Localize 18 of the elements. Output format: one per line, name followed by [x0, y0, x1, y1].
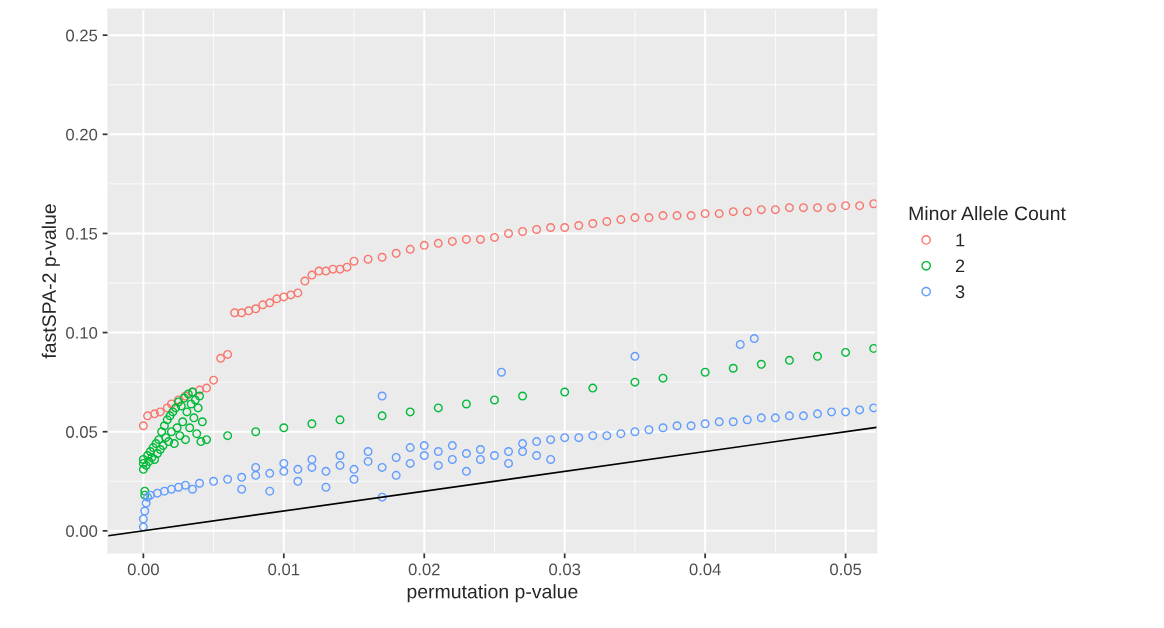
x-tick-label: 0.05: [830, 563, 862, 576]
x-tick-label: 0.01: [268, 563, 300, 576]
legend-label: 3: [955, 285, 965, 299]
x-tick-label: 0.04: [689, 563, 721, 576]
legend-label: 1: [956, 233, 965, 247]
y-tick-label: 0.10: [66, 326, 98, 339]
x-tick-label: 0.00: [127, 563, 159, 576]
y-tick-label: 0.05: [66, 426, 98, 438]
y-axis-title: fastSPA-2 p-value: [41, 204, 60, 359]
legend-title: Minor Allele Count: [909, 206, 1066, 221]
x-tick-label: 0.02: [408, 563, 440, 576]
y-tick-label: 0.25: [66, 29, 98, 42]
legend-label: 2: [955, 259, 965, 273]
x-tick-label: 0.03: [549, 563, 581, 576]
y-tick-label: 0.00: [66, 525, 98, 538]
x-axis-title: permutation p-value: [407, 584, 578, 603]
y-tick-label: 0.20: [66, 128, 98, 141]
y-tick-label: 0.15: [66, 227, 98, 240]
